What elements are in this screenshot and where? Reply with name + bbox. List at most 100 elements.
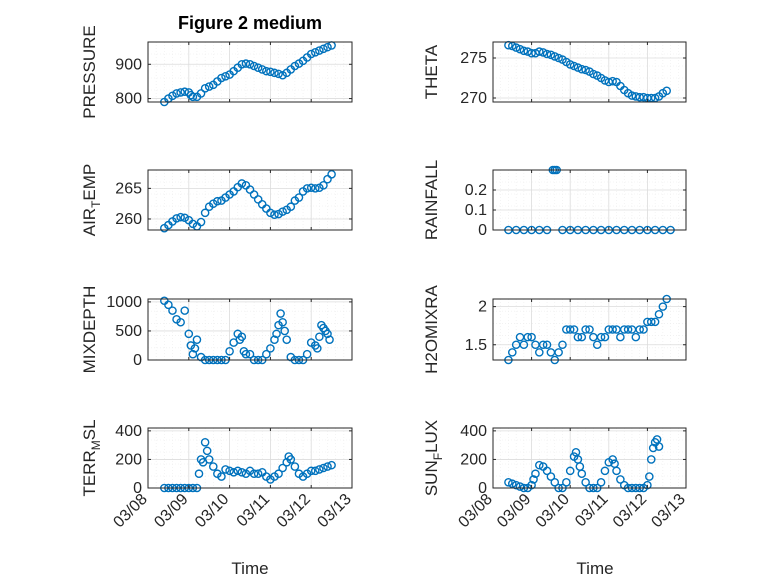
data-point <box>608 76 617 86</box>
data-point <box>616 332 625 342</box>
data-point <box>323 462 332 471</box>
y-axis-label: SUNFLUX <box>422 420 445 496</box>
data-point <box>550 52 560 61</box>
data-point <box>600 332 610 342</box>
data-point <box>569 325 579 334</box>
data-point <box>270 335 279 344</box>
data-point <box>616 475 625 484</box>
data-point <box>188 92 198 102</box>
data-point <box>270 68 279 78</box>
data-point <box>542 340 552 350</box>
data-point <box>662 86 672 96</box>
data-point <box>315 332 324 342</box>
data-point <box>565 466 575 476</box>
y-axis-label: TERRMSL <box>80 419 103 496</box>
data-point <box>507 348 517 357</box>
data-point <box>600 466 610 476</box>
data-point <box>527 332 536 342</box>
y-tick-label: 0 <box>133 480 142 497</box>
data-point <box>266 208 275 218</box>
x-axis-label-left: Time <box>231 559 268 578</box>
data-point <box>172 89 181 98</box>
data-point <box>286 202 296 212</box>
y-tick-label: 270 <box>460 90 487 107</box>
y-axis-label: THETA <box>422 44 441 99</box>
axes-frame <box>147 169 353 231</box>
data-point <box>319 181 328 190</box>
data-point <box>302 349 312 359</box>
data-point <box>573 63 583 72</box>
data-point <box>200 83 210 93</box>
data-point <box>241 349 251 359</box>
data-point <box>546 472 556 481</box>
data-point <box>196 89 206 98</box>
data-point <box>282 335 292 344</box>
data-point <box>558 340 567 350</box>
data-point <box>319 44 328 54</box>
data-point <box>538 340 548 350</box>
data-point <box>176 317 185 327</box>
data-point <box>550 477 560 487</box>
data-point <box>204 82 214 91</box>
data-point <box>643 480 652 490</box>
data-point <box>577 64 587 74</box>
data-point <box>208 462 218 471</box>
data-point <box>290 462 300 471</box>
data-point <box>546 50 556 60</box>
data-point <box>257 65 267 74</box>
data-point <box>266 67 275 77</box>
data-point <box>253 469 263 479</box>
x-axis-label-right: Time <box>576 559 613 578</box>
data-point <box>270 210 279 219</box>
axes-frame <box>492 169 687 231</box>
data-point <box>278 207 287 216</box>
y-tick-label: 0 <box>478 222 487 239</box>
data-point <box>623 325 633 334</box>
y-tick-label: 1000 <box>106 294 142 311</box>
data-point <box>274 69 283 79</box>
data-point <box>200 437 210 447</box>
data-point <box>562 477 571 487</box>
data-point <box>554 53 563 63</box>
data-point <box>542 466 552 476</box>
data-point <box>184 329 194 339</box>
data-point <box>274 469 283 479</box>
axes-frame <box>147 427 353 489</box>
data-point <box>315 465 324 474</box>
data-point <box>313 344 322 353</box>
y-tick-label: 400 <box>460 423 487 440</box>
axes-frame <box>492 298 687 361</box>
data-point <box>519 46 529 56</box>
data-point <box>565 325 575 334</box>
data-point <box>245 59 255 69</box>
data-point <box>627 91 637 100</box>
data-point <box>325 335 334 344</box>
data-point <box>172 214 181 223</box>
data-point <box>577 469 587 479</box>
y-tick-label: 260 <box>115 211 142 228</box>
data-point <box>213 196 222 206</box>
data-point <box>176 212 185 222</box>
data-point <box>519 340 529 350</box>
data-point <box>608 325 617 334</box>
data-point <box>241 59 251 68</box>
y-axis-label: MIXDEPTH <box>80 286 99 374</box>
data-point <box>535 47 544 56</box>
data-point <box>190 344 200 353</box>
data-point <box>596 477 606 487</box>
data-point <box>225 346 234 356</box>
data-point <box>229 467 238 477</box>
data-point <box>327 460 336 470</box>
data-point <box>589 69 598 79</box>
data-point <box>217 472 226 481</box>
data-point <box>648 443 658 453</box>
data-point <box>635 325 644 334</box>
data-point <box>542 49 552 59</box>
data-point <box>646 455 656 464</box>
data-point <box>221 465 230 474</box>
data-point <box>278 463 287 473</box>
data-point <box>237 59 247 69</box>
data-point <box>310 47 320 57</box>
data-point <box>531 469 540 479</box>
